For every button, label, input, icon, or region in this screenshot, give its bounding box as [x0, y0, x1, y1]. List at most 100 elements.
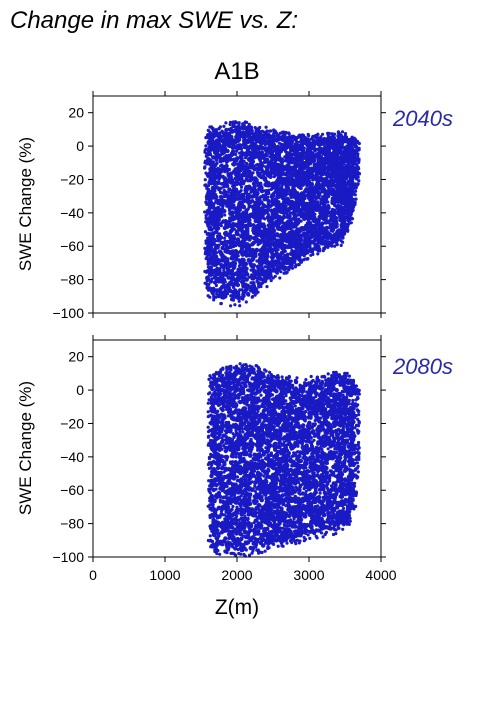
data-point: [218, 213, 224, 219]
data-point: [297, 263, 301, 267]
data-point: [331, 132, 335, 136]
data-point: [304, 201, 309, 207]
data-point: [204, 147, 208, 151]
data-point: [240, 280, 245, 285]
data-point: [320, 205, 325, 210]
data-point: [219, 302, 223, 306]
data-point: [227, 201, 233, 207]
data-point: [303, 238, 308, 243]
data-point: [348, 201, 353, 207]
data-point: [287, 201, 292, 206]
data-point: [235, 168, 240, 174]
data-point: [241, 291, 246, 297]
data-point: [271, 193, 276, 198]
data-point: [209, 194, 215, 199]
data-point: [220, 277, 225, 282]
data-point: [240, 172, 245, 178]
data-point: [311, 138, 316, 143]
data-point: [203, 210, 207, 214]
data-point: [356, 154, 360, 158]
data-point: [233, 197, 238, 202]
data-point: [299, 212, 304, 217]
data-point: [266, 171, 272, 176]
data-point: [291, 169, 296, 174]
data-point: [221, 283, 227, 289]
data-point: [263, 232, 269, 237]
data-point: [307, 167, 313, 172]
data-point: [250, 247, 255, 253]
data-point: [263, 209, 269, 214]
data-point: [251, 226, 256, 231]
data-point: [253, 152, 258, 158]
data-point: [207, 151, 212, 156]
data-point: [211, 160, 215, 164]
data-point: [329, 157, 334, 162]
data-point: [284, 208, 290, 214]
data-point: [314, 217, 319, 223]
scatter-points: [203, 120, 361, 308]
data-point: [341, 211, 346, 216]
data-point: [307, 244, 312, 249]
data-point: [312, 162, 317, 168]
data-point: [217, 134, 222, 139]
data-point: [297, 241, 303, 246]
data-point: [325, 205, 330, 210]
data-point: [270, 251, 275, 257]
scatter-points: [206, 362, 361, 558]
data-point: [262, 226, 267, 232]
data-point: [230, 217, 235, 222]
data-point: [231, 140, 236, 145]
data-point: [266, 218, 272, 223]
data-point: [304, 170, 310, 175]
data-point: [297, 192, 303, 197]
data-point: [223, 232, 229, 237]
data-point: [259, 141, 264, 146]
data-point: [268, 129, 272, 133]
data-point: [340, 234, 345, 239]
data-point: [321, 132, 325, 136]
data-point: [218, 144, 223, 149]
data-point: [313, 245, 318, 250]
data-point: [272, 209, 277, 214]
data-point: [232, 250, 237, 255]
data-point: [230, 149, 236, 154]
data-point: [354, 197, 358, 201]
data-point: [223, 247, 228, 252]
data-point: [260, 215, 265, 220]
data-point: [285, 139, 290, 144]
data-point: [235, 240, 240, 245]
data-point: [324, 212, 329, 218]
data-point: [260, 248, 265, 253]
data-point: [219, 263, 224, 268]
data-point: [307, 228, 313, 233]
data-point: [203, 230, 208, 234]
data-point: [338, 143, 344, 148]
data-point: [227, 187, 232, 192]
data-point: [252, 184, 257, 189]
data-point: [264, 271, 269, 276]
data-point: [278, 208, 283, 213]
data-point: [326, 184, 331, 190]
data-point: [312, 146, 317, 152]
data-point: [256, 167, 261, 172]
data-point: [203, 166, 207, 170]
data-point: [260, 258, 265, 263]
data-point: [280, 137, 285, 142]
data-point: [284, 166, 289, 171]
data-point: [213, 225, 219, 230]
data-point: [264, 253, 269, 258]
data-point: [274, 153, 280, 158]
data-point: [276, 168, 281, 173]
data-point: [314, 227, 320, 232]
data-point: [235, 131, 240, 137]
data-point: [347, 212, 353, 217]
data-point: [208, 279, 214, 284]
data-point: [353, 193, 357, 197]
data-point: [219, 224, 223, 228]
data-point: [339, 163, 344, 168]
data-point: [213, 140, 219, 145]
data-point: [280, 264, 285, 269]
data-point: [349, 176, 354, 182]
data-point: [314, 172, 319, 177]
data-point: [207, 208, 212, 214]
